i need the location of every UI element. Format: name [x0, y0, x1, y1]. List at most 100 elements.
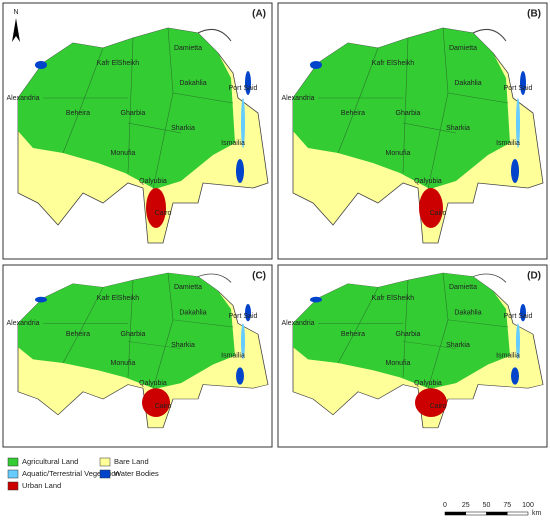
- district-lines: [43, 27, 234, 190]
- legend-swatch: [99, 457, 111, 467]
- scale-segment: [465, 511, 487, 516]
- map-panel: Kafr ElSheikh Damietta Port Said Dakahlia Al…: [2, 264, 273, 448]
- urban-land: [142, 388, 170, 417]
- scale-tick-label: 25: [462, 502, 470, 509]
- panel-label: (C): [252, 271, 266, 282]
- legend-swatch: [7, 481, 19, 491]
- water-body: [35, 296, 47, 303]
- agricultural-land: [293, 28, 510, 189]
- water-body: [520, 303, 526, 322]
- district-lines: [318, 27, 509, 190]
- place-label: Kafr ElSheikh: [372, 295, 415, 302]
- place-label: Monufia: [111, 150, 136, 157]
- place-label: Monufia: [386, 360, 411, 367]
- place-label: Ismailia: [496, 353, 520, 360]
- water-body: [245, 71, 251, 95]
- map-panel: Kafr ElSheikh Damietta Port Said Dakahlia Al…: [2, 2, 273, 260]
- aquatic-vegetation: [241, 98, 245, 148]
- place-label: Ismailia: [221, 353, 245, 360]
- panel-label: (B): [527, 9, 541, 20]
- scale-tick-label: 0: [443, 502, 447, 509]
- place-label: Gharbia: [121, 331, 146, 338]
- north-arrow: [12, 18, 20, 42]
- agricultural-land: [18, 273, 235, 389]
- coast-line: [472, 273, 507, 283]
- legend-label: Agricultural Land: [22, 457, 78, 466]
- place-label: Qalyubia: [139, 178, 167, 185]
- place-label: Kafr ElSheikh: [97, 295, 140, 302]
- water-body: [310, 61, 322, 69]
- place-label: Damietta: [174, 284, 202, 291]
- place-label: Kafr ElSheikh: [372, 60, 415, 67]
- map-panel: Kafr ElSheikh Damietta Port Said Dakahlia Al…: [277, 2, 548, 260]
- place-label: Sharkia: [446, 342, 470, 349]
- place-label: Alexandria: [281, 95, 314, 102]
- place-label: Sharkia: [446, 125, 470, 132]
- place-label: Port Said: [229, 85, 258, 92]
- place-label: Alexandria: [281, 320, 314, 327]
- legend: Agricultural Land Aquatic/Terrestrial Veg…: [7, 457, 159, 491]
- legend-swatch: [7, 457, 19, 467]
- aquatic-vegetation: [516, 323, 520, 360]
- place-label: Beheira: [66, 110, 90, 117]
- map-panel: Kafr ElSheikh Damietta Port Said Dakahlia Al…: [277, 264, 548, 448]
- urban-land: [419, 188, 443, 228]
- water-body: [520, 71, 526, 95]
- agricultural-land: [293, 273, 510, 389]
- place-label: Alexandria: [6, 320, 39, 327]
- map: [292, 272, 544, 429]
- place-label: Monufia: [111, 360, 136, 367]
- map: [17, 27, 269, 244]
- place-label: Damietta: [174, 45, 202, 52]
- water-body: [511, 367, 519, 385]
- place-label: Qalyubia: [414, 380, 442, 387]
- panel-label: (D): [527, 271, 541, 282]
- place-label: Cairo: [155, 210, 172, 217]
- place-label: Damietta: [449, 45, 477, 52]
- map: [17, 272, 269, 429]
- scale-tick-label: 50: [483, 502, 491, 509]
- scale-tick-label: 100: [522, 502, 534, 509]
- place-label: Dakahlia: [454, 80, 481, 87]
- urban-land: [415, 388, 447, 417]
- place-label: Damietta: [449, 284, 477, 291]
- place-label: Cairo: [430, 210, 447, 217]
- place-label: Gharbia: [396, 331, 421, 338]
- place-label: Beheira: [341, 110, 365, 117]
- scale-unit: km: [532, 510, 542, 517]
- coast-line: [197, 273, 232, 283]
- coast-line: [472, 28, 507, 42]
- north-label: N: [13, 9, 18, 16]
- scale-tick-label: 75: [503, 502, 511, 509]
- water-body: [310, 296, 322, 303]
- place-label: Port Said: [504, 313, 533, 320]
- place-label: Cairo: [430, 403, 447, 410]
- coast-line: [197, 28, 232, 42]
- place-label: Alexandria: [6, 95, 39, 102]
- legend-swatch: [99, 469, 111, 479]
- district-lines: [318, 272, 509, 389]
- water-body: [236, 159, 244, 183]
- place-label: Gharbia: [396, 110, 421, 117]
- map: [292, 27, 544, 244]
- place-label: Beheira: [66, 331, 90, 338]
- legend-label: Urban Land: [22, 481, 61, 490]
- agricultural-land: [18, 28, 235, 189]
- aquatic-vegetation: [241, 323, 245, 360]
- legend-swatch: [7, 469, 19, 479]
- panel-label: (A): [252, 9, 266, 20]
- place-label: Dakahlia: [179, 309, 206, 316]
- place-label: Ismailia: [496, 140, 520, 147]
- water-body: [35, 61, 47, 69]
- place-label: Kafr ElSheikh: [97, 60, 140, 67]
- place-label: Port Said: [504, 85, 533, 92]
- place-label: Port Said: [229, 313, 258, 320]
- place-label: Dakahlia: [454, 309, 481, 316]
- place-label: Beheira: [341, 331, 365, 338]
- water-body: [511, 159, 519, 183]
- aquatic-vegetation: [516, 98, 520, 148]
- place-label: Sharkia: [171, 125, 195, 132]
- legend-label: Aquatic/Terrestrial Vegetation: [22, 469, 120, 478]
